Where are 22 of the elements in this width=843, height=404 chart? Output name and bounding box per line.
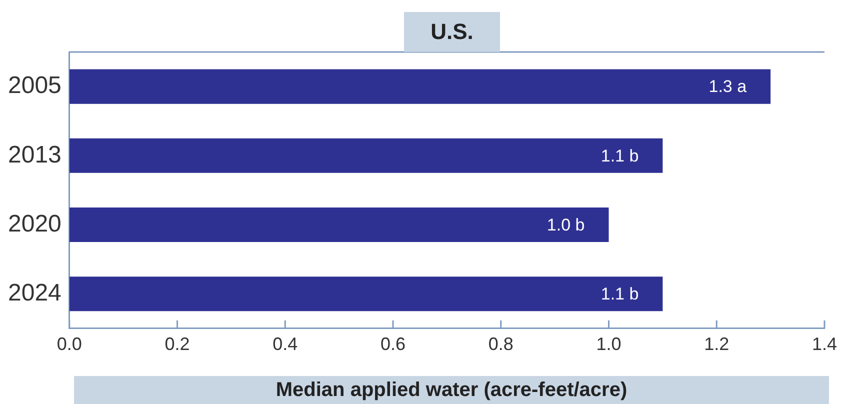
data-label: 1.3 a bbox=[708, 77, 748, 96]
chart-title: U.S. bbox=[404, 12, 500, 52]
x-tick-label: 1.4 bbox=[812, 334, 838, 354]
x-axis-title: Median applied water (acre-feet/acre) bbox=[74, 376, 829, 404]
x-tick-label: 0.6 bbox=[380, 334, 406, 354]
data-label: 1.1 b bbox=[600, 284, 639, 304]
y-tick-label: 2020 bbox=[8, 210, 62, 238]
x-tick-label: 0.0 bbox=[56, 334, 82, 354]
x-tick-label: 0.8 bbox=[488, 334, 514, 354]
bar bbox=[69, 69, 771, 104]
data-label: 1.0 b bbox=[546, 215, 585, 234]
y-tick-label: 2005 bbox=[8, 72, 62, 100]
x-tick-label: 1.2 bbox=[704, 334, 730, 354]
bar bbox=[69, 207, 609, 242]
x-tick-label: 1.0 bbox=[596, 334, 622, 354]
data-label: 1.1 b bbox=[600, 146, 639, 166]
y-tick-label: 2024 bbox=[8, 279, 62, 306]
y-tick-label: 2013 bbox=[8, 141, 62, 168]
x-tick-label: 0.2 bbox=[164, 334, 190, 354]
bar bbox=[69, 138, 663, 173]
bar bbox=[69, 276, 663, 312]
x-tick-label: 0.4 bbox=[272, 334, 298, 354]
